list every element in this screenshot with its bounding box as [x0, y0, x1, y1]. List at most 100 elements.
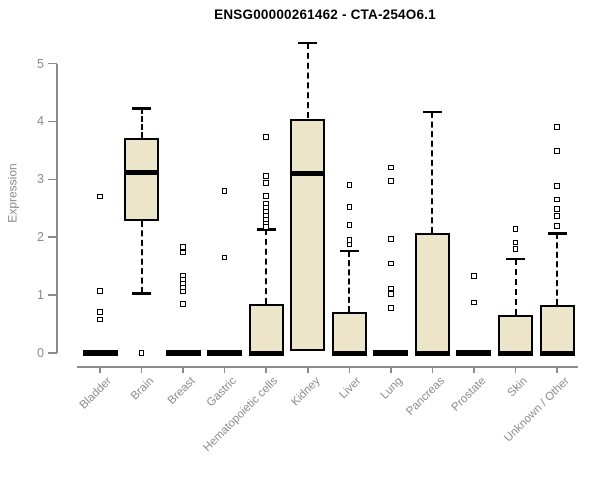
y-tick-label: 0: [37, 346, 44, 360]
outlier-point: [346, 241, 353, 248]
outlier-point: [388, 260, 394, 266]
whisker-line: [306, 42, 309, 119]
outlier-point: [221, 254, 228, 261]
chart-title: ENSG00000261462 - CTA-254O6.1: [214, 7, 436, 22]
x-tick-label: Gastric: [204, 375, 240, 410]
x-tick: [390, 366, 392, 373]
median-line: [498, 350, 533, 356]
median-line: [248, 350, 284, 356]
x-tick: [99, 366, 101, 373]
median-line: [331, 350, 367, 356]
y-tick-label: 5: [37, 56, 44, 71]
whisker-line: [140, 108, 143, 138]
y-tick-label: 2: [37, 230, 44, 245]
outlier-point: [388, 236, 394, 242]
whisker-cap: [506, 257, 525, 261]
outlier-point: [263, 134, 269, 140]
x-tick: [307, 366, 309, 373]
y-tick: [48, 352, 57, 354]
median-line: [124, 170, 160, 176]
outlier-point: [180, 301, 186, 307]
outlier-point: [512, 239, 519, 246]
box: [498, 314, 533, 353]
median-line: [290, 171, 326, 176]
box: [290, 118, 326, 352]
whisker-cap: [547, 232, 567, 235]
whisker-cap: [132, 107, 152, 110]
x-tick-label: Breast: [165, 375, 198, 407]
whisker-line: [140, 220, 143, 294]
whisker-line: [514, 258, 517, 315]
outlier-point: [388, 178, 394, 184]
outlier-point: [221, 188, 228, 194]
whisker-cap: [298, 41, 318, 45]
y-tick: [48, 62, 57, 65]
x-tick-label: Prostate: [449, 375, 489, 414]
outlier-point: [554, 206, 560, 212]
x-tick-label: Skin: [505, 375, 530, 400]
box: [539, 304, 575, 353]
y-tick: [48, 294, 57, 296]
x-tick: [431, 366, 434, 373]
box: [331, 311, 367, 353]
outlier-point: [263, 180, 269, 186]
outlier-point: [554, 213, 560, 219]
zero-bar: [165, 350, 201, 356]
outlier-point: [263, 173, 269, 179]
whisker-line: [556, 233, 559, 305]
outlier-point: [180, 249, 186, 255]
x-tick-label: Bladder: [77, 375, 115, 412]
outlier-point: [471, 299, 477, 306]
y-tick: [48, 120, 57, 123]
whisker-cap: [339, 249, 359, 253]
x-tick-label: Brain: [128, 375, 157, 403]
outlier-point: [388, 164, 394, 171]
x-tick: [265, 366, 267, 373]
whisker-cap: [132, 292, 152, 295]
outlier-point: [471, 273, 477, 279]
outlier-point: [97, 309, 103, 315]
x-tick: [556, 366, 558, 373]
whisker-cap: [422, 110, 442, 114]
x-tick-label: Liver: [337, 375, 364, 402]
x-tick-label: Kidney: [288, 375, 323, 409]
y-tick: [48, 236, 57, 238]
outlier-point: [346, 222, 353, 228]
outlier-point: [180, 244, 186, 250]
y-tick-label: 3: [37, 172, 44, 187]
outlier-point: [388, 305, 394, 311]
x-tick-label: Hematopoietic cells: [201, 375, 281, 454]
box: [414, 233, 450, 353]
x-tick: [140, 366, 143, 373]
zero-bar: [82, 350, 118, 356]
whisker-line: [265, 229, 268, 304]
y-tick-label: 1: [37, 288, 44, 303]
x-tick: [182, 366, 184, 373]
x-tick: [514, 366, 517, 373]
x-tick: [223, 366, 226, 373]
outlier-point: [388, 291, 394, 297]
outlier-point: [263, 224, 269, 230]
whisker-line: [348, 250, 351, 312]
x-axis-line: [77, 366, 578, 368]
outlier-point: [554, 183, 560, 189]
outlier-point: [554, 148, 560, 154]
median-line: [539, 350, 575, 356]
y-tick: [48, 178, 57, 181]
x-tick-label: Lung: [378, 375, 406, 402]
median-line: [414, 350, 450, 356]
x-tick: [473, 366, 475, 373]
zero-bar: [373, 350, 409, 356]
box: [248, 303, 284, 353]
outlier-point: [97, 288, 103, 294]
outlier-point: [97, 316, 103, 323]
outlier-point: [554, 124, 560, 130]
outlier-point: [512, 226, 519, 232]
outlier-point: [180, 288, 186, 295]
whisker-line: [431, 111, 434, 234]
outlier-point: [263, 193, 269, 199]
box: [124, 137, 160, 221]
zero-bar: [456, 350, 492, 356]
